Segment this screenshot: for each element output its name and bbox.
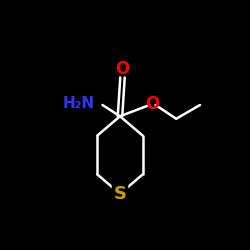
Text: S: S xyxy=(114,185,126,203)
Text: O: O xyxy=(116,60,130,78)
Text: O: O xyxy=(146,95,160,113)
Text: H₂N: H₂N xyxy=(63,96,95,111)
